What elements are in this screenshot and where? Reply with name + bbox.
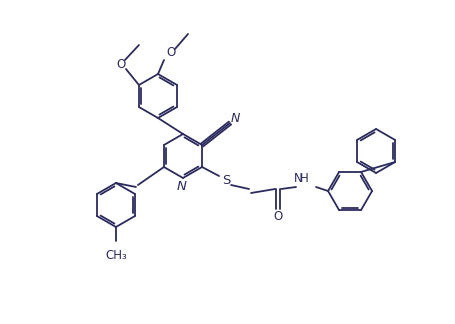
Text: O: O — [167, 47, 176, 60]
Text: N: N — [293, 172, 303, 185]
Text: O: O — [116, 57, 126, 71]
Text: H: H — [300, 172, 308, 185]
Text: CH₃: CH₃ — [105, 249, 127, 262]
Text: N: N — [230, 111, 240, 124]
Text: S: S — [222, 175, 230, 188]
Text: N: N — [177, 180, 187, 193]
Text: O: O — [273, 211, 283, 224]
